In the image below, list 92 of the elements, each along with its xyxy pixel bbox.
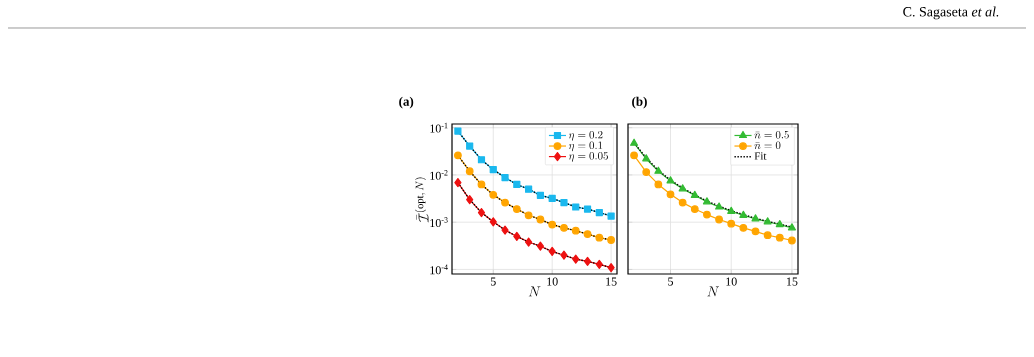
y-axis-title: $\bar{\mathcal{I}}^{(\mathrm{opt},\,N)}$ [415,177,429,223]
point [536,191,544,199]
point [513,231,521,242]
point [739,210,748,218]
point [787,223,796,231]
point [560,199,568,207]
point [678,184,687,192]
point [690,190,699,198]
y-tick-label: 10$^{-1}$ [430,122,448,133]
point [477,156,486,164]
x-tick-label: 5 [668,277,674,286]
point [560,223,568,232]
point [465,167,474,176]
point [690,205,699,213]
point [572,254,580,264]
x-tick-label: 10 [547,277,558,286]
x-tick-label: 15 [786,277,798,286]
point [454,177,462,188]
x-axis-title: $N$ [707,286,719,297]
point [702,197,711,205]
point [727,219,736,228]
point [536,241,544,251]
point [583,230,592,238]
point [678,198,687,207]
point [751,214,760,222]
point [775,219,784,228]
y-tick-label: 10$^{-2}$ [430,170,448,180]
legend-label: $\bar{n} = 0.5$ [754,130,789,139]
point [739,223,748,232]
point [548,246,556,257]
point [536,215,545,224]
point [654,166,663,174]
point [525,237,533,247]
point [654,180,663,189]
point [477,207,486,218]
x-tick-label: 10 [726,277,737,286]
x-tick-label: 15 [606,277,617,286]
point [607,236,616,244]
point [630,151,638,160]
point [666,176,675,184]
point [501,173,509,182]
point [595,259,603,269]
point [454,151,462,160]
point [763,231,772,240]
point [501,198,509,207]
point [489,165,497,174]
point [560,250,568,260]
point [607,212,615,220]
point [642,154,651,162]
legend-label: $\eta = 0.05$ [568,152,608,162]
point [525,185,533,193]
legend-label: $\mathrm{Fit}$ [754,152,767,160]
legend-label: $\bar{n} = 0$ [754,141,781,150]
legend-label: $\eta = 0.1$ [568,141,603,152]
point [572,203,580,211]
point [454,127,462,135]
point [548,220,557,229]
point [788,236,796,245]
point [642,168,651,176]
point [715,202,724,210]
point [715,215,723,224]
text: C. Sagaseta et al. [903,6,999,20]
point [751,227,760,236]
point [630,138,639,146]
x-tick-label: 5 [490,277,496,286]
x-axis-title: $N$ [528,286,541,297]
point [466,195,474,205]
point [666,190,675,199]
point [477,180,486,189]
point [501,225,509,235]
point [595,233,604,242]
point [583,205,592,213]
chart-title: (a) [399,96,414,109]
point [571,226,580,235]
point [524,211,533,220]
chart-title: (b) [632,96,647,109]
point [727,206,736,214]
point [513,180,521,189]
point [548,194,556,202]
point [466,142,474,150]
y-tick-label: 10$^{-4}$ [430,264,448,275]
point [512,205,521,213]
point [489,190,498,199]
point [583,256,592,266]
point [703,210,711,219]
point [607,263,615,273]
point [595,208,603,217]
point [775,233,784,242]
legend-label: $\eta = 0.2$ [568,130,603,141]
point [489,217,497,227]
point [763,217,772,225]
y-tick-label: 10$^{-3}$ [430,217,448,228]
